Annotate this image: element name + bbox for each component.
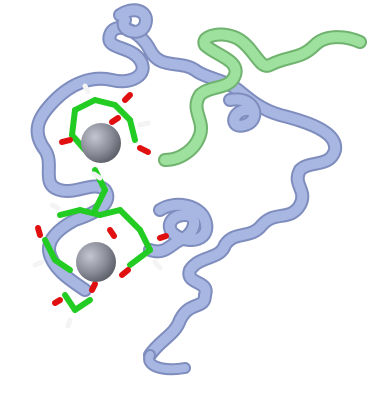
sticks bbox=[32, 83, 169, 329]
blue-chain bbox=[30, 3, 342, 376]
ion-sphere bbox=[81, 123, 121, 163]
green-chain bbox=[158, 27, 367, 167]
ion-sphere bbox=[76, 242, 116, 282]
